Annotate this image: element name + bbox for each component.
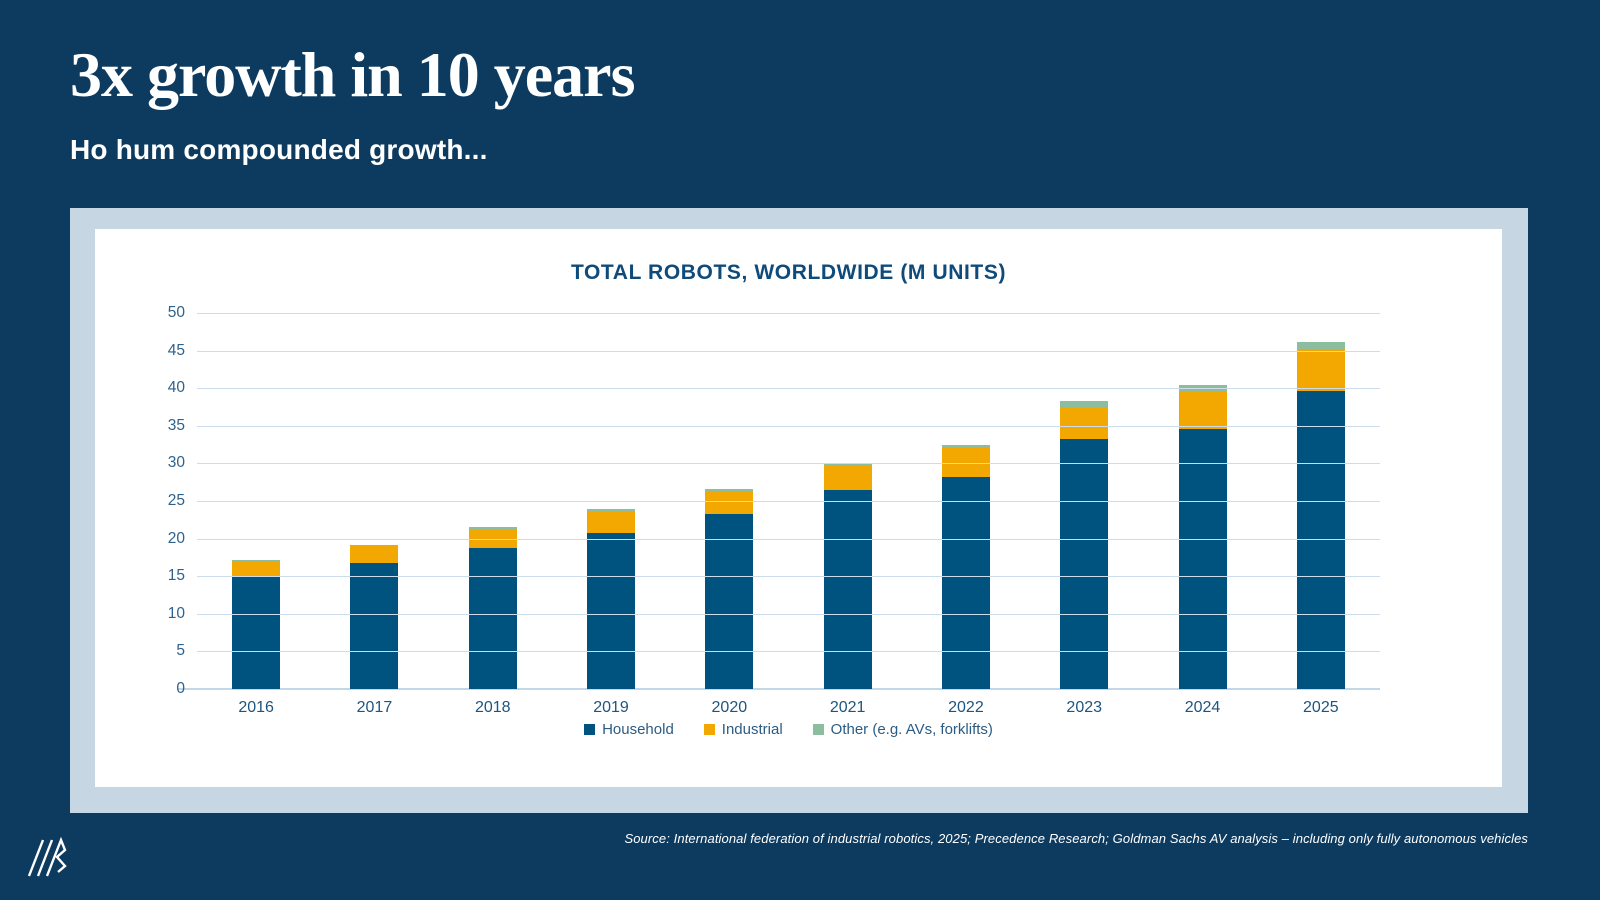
- y-axis-tick-20: 20: [167, 529, 185, 547]
- stacked-bar-2016: [232, 560, 281, 689]
- y-axis-tick-0: 0: [176, 680, 185, 697]
- bar-group-2019: 2019: [552, 313, 670, 716]
- bar-segment-2025-industrial: [1296, 349, 1345, 392]
- bar-segment-2017-industrial: [350, 546, 399, 564]
- x-axis-tick-2020: 2020: [711, 699, 748, 716]
- legend-item-industrial: Industrial: [703, 721, 783, 738]
- bar-segment-2017-other: [350, 544, 399, 547]
- chart-legend: Household Industrial Other (e.g. AVs, fork…: [197, 721, 1380, 738]
- x-axis-tick-2021: 2021: [829, 699, 866, 716]
- legend-swatch-icon: [584, 724, 596, 735]
- legend-item-other: Other (e.g. AVs, forklifts): [812, 721, 993, 738]
- bar-segment-2020-household: [705, 513, 754, 689]
- bar-segment-2019-household: [587, 532, 636, 689]
- slide-subtitle: Ho hum compounded growth...: [70, 134, 488, 165]
- bar-segment-2020-industrial: [705, 491, 754, 514]
- bar-segment-2024-industrial: [1178, 391, 1227, 429]
- x-axis-tick-2017: 2017: [356, 699, 393, 716]
- bar-segment-2019-industrial: [587, 511, 636, 533]
- y-axis-tick-40: 40: [167, 379, 185, 397]
- y-axis-tick-50: 50: [167, 304, 185, 321]
- bar-segment-2022-other: [941, 445, 990, 448]
- stacked-bar-2024: [1178, 385, 1227, 689]
- company-logo-icon: [27, 836, 67, 877]
- gridline-25: [197, 501, 1380, 502]
- gridline-45: [197, 350, 1380, 352]
- chart-title: TOTAL ROBOTS, WORLDWIDE (M UNITS): [570, 261, 1007, 284]
- bar-segment-2017-household: [350, 563, 399, 689]
- bar-segment-2018-industrial: [468, 528, 517, 548]
- gridline-50: [197, 313, 1380, 314]
- bar-group-2017: 2017: [315, 313, 433, 716]
- bar-group-2021: 2021: [788, 313, 906, 716]
- x-axis-tick-2023: 2023: [1066, 699, 1103, 716]
- bar-columns: 2016 2017 2018 2019 2020 2021 2022 2023 2024 2025: [197, 313, 1380, 716]
- x-axis-line: [177, 688, 1380, 690]
- gridline-20: [197, 538, 1380, 540]
- slide-title: 3x growth in 10 years: [70, 39, 635, 110]
- y-axis-tick-15: 15: [167, 567, 185, 585]
- stacked-bar-2020: [705, 489, 754, 689]
- bar-segment-2021-household: [823, 490, 872, 689]
- stacked-bar-2022: [941, 445, 990, 689]
- legend-label: Other (e.g. AVs, forklifts): [830, 721, 993, 738]
- bar-group-2023: 2023: [1025, 313, 1143, 716]
- bar-segment-2021-industrial: [823, 464, 872, 491]
- y-axis-tick-30: 30: [167, 454, 185, 472]
- gridline-15: [197, 576, 1380, 578]
- plot-area: 2016 2017 2018 2019 2020 2021 2022 2023 2024 2025…: [168, 304, 1380, 716]
- bar-group-2022: 2022: [907, 313, 1025, 716]
- x-axis-tick-2016: 2016: [238, 699, 274, 716]
- y-axis-tick-25: 25: [167, 492, 185, 509]
- x-axis-tick-2025: 2025: [1303, 699, 1339, 716]
- stacked-bar-2019: [587, 509, 636, 689]
- bar-segment-2023-industrial: [1060, 407, 1109, 440]
- bar-group-2024: 2024: [1143, 313, 1261, 716]
- bar-segment-2022-industrial: [941, 447, 990, 477]
- bar-segment-2023-other: [1060, 401, 1109, 408]
- legend-label: Household: [602, 721, 674, 738]
- source-attribution: Source: International federation of indu…: [624, 831, 1528, 846]
- legend-swatch-icon: [812, 724, 824, 735]
- x-axis-tick-2024: 2024: [1184, 699, 1221, 716]
- y-axis-tick-5: 5: [176, 642, 185, 660]
- gridline-40: [197, 388, 1380, 390]
- chart-panel: TOTAL ROBOTS, WORLDWIDE (M UNITS) 2016 20…: [70, 208, 1528, 813]
- bar-group-2016: 2016: [197, 313, 315, 716]
- legend-swatch-icon: [703, 724, 715, 735]
- legend-label: Industrial: [721, 721, 783, 738]
- bar-segment-2020-other: [705, 489, 754, 492]
- y-axis-tick-45: 45: [167, 341, 185, 359]
- stacked-bar-2018: [468, 527, 517, 689]
- gridline-10: [197, 613, 1380, 615]
- legend-item-household: Household: [584, 721, 674, 738]
- x-axis-tick-2022: 2022: [948, 699, 984, 716]
- bar-group-2025: 2025: [1262, 313, 1380, 716]
- bar-segment-2016-other: [232, 560, 281, 562]
- bar-segment-2016-household: [232, 576, 281, 689]
- bar-segment-2023-household: [1060, 439, 1109, 689]
- stacked-bar-2023: [1060, 401, 1109, 689]
- gridline-5: [197, 651, 1380, 653]
- x-axis-tick-2018: 2018: [474, 699, 511, 716]
- chart-canvas: TOTAL ROBOTS, WORLDWIDE (M UNITS) 2016 20…: [95, 229, 1502, 787]
- bar-group-2018: 2018: [434, 313, 552, 716]
- bar-segment-2025-household: [1296, 391, 1345, 689]
- stacked-bar-2017: [350, 544, 399, 689]
- bar-segment-2018-other: [468, 527, 517, 529]
- gridline-30: [197, 463, 1380, 465]
- bar-group-2020: 2020: [670, 313, 788, 716]
- bar-segment-2019-other: [587, 509, 636, 512]
- y-axis-tick-35: 35: [167, 416, 185, 434]
- x-axis-tick-2019: 2019: [593, 699, 629, 716]
- bar-segment-2025-other: [1296, 341, 1345, 350]
- bar-segment-2016-industrial: [232, 561, 281, 577]
- gridline-35: [197, 425, 1380, 427]
- stacked-bar-2021: [823, 463, 872, 689]
- bar-segment-2018-household: [468, 547, 517, 689]
- bar-segment-2024-household: [1178, 428, 1227, 689]
- stacked-bar-2025: [1296, 341, 1345, 689]
- bar-segment-2022-household: [941, 476, 990, 689]
- y-axis-tick-10: 10: [167, 604, 185, 622]
